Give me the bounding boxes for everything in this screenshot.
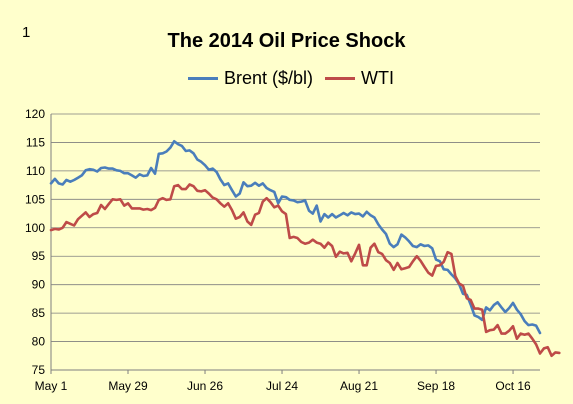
- y-tick-label-85: 85: [32, 306, 46, 320]
- legend-swatch-brent: [188, 77, 218, 80]
- legend: Brent ($/bl) WTI: [188, 68, 406, 89]
- y-tick-label-100: 100: [25, 221, 45, 235]
- y-tick-label-80: 80: [32, 335, 46, 349]
- page-number: 1: [22, 24, 31, 41]
- x-tick-label-6: Oct 16: [495, 379, 531, 393]
- x-tick-label-5: Sep 18: [417, 379, 455, 393]
- series-line-1: [49, 183, 561, 358]
- y-tick-label-105: 105: [25, 192, 45, 206]
- legend-label-brent: Brent ($/bl): [224, 68, 314, 88]
- legend-label-wti: WTI: [361, 68, 395, 88]
- legend-swatch-wti: [325, 77, 356, 80]
- x-tick-label-3: Jul 24: [266, 379, 298, 393]
- y-tick-label-95: 95: [32, 249, 46, 263]
- y-tick-label-120: 120: [25, 107, 45, 121]
- legend-item-wti: WTI: [325, 68, 394, 89]
- chart-title: The 2014 Oil Price Shock: [167, 30, 406, 52]
- x-tick-label-4: Aug 21: [340, 379, 378, 393]
- x-tick-label-1: May 29: [108, 379, 148, 393]
- y-tick-label-75: 75: [32, 363, 46, 377]
- y-tick-label-90: 90: [32, 278, 46, 292]
- y-tick-label-110: 110: [26, 164, 45, 178]
- x-tick-label-0: May 1: [35, 379, 68, 393]
- legend-item-brent: Brent ($/bl): [188, 68, 313, 89]
- x-tick-label-2: Jun 26: [187, 379, 223, 393]
- y-tick-label-115: 115: [26, 135, 45, 149]
